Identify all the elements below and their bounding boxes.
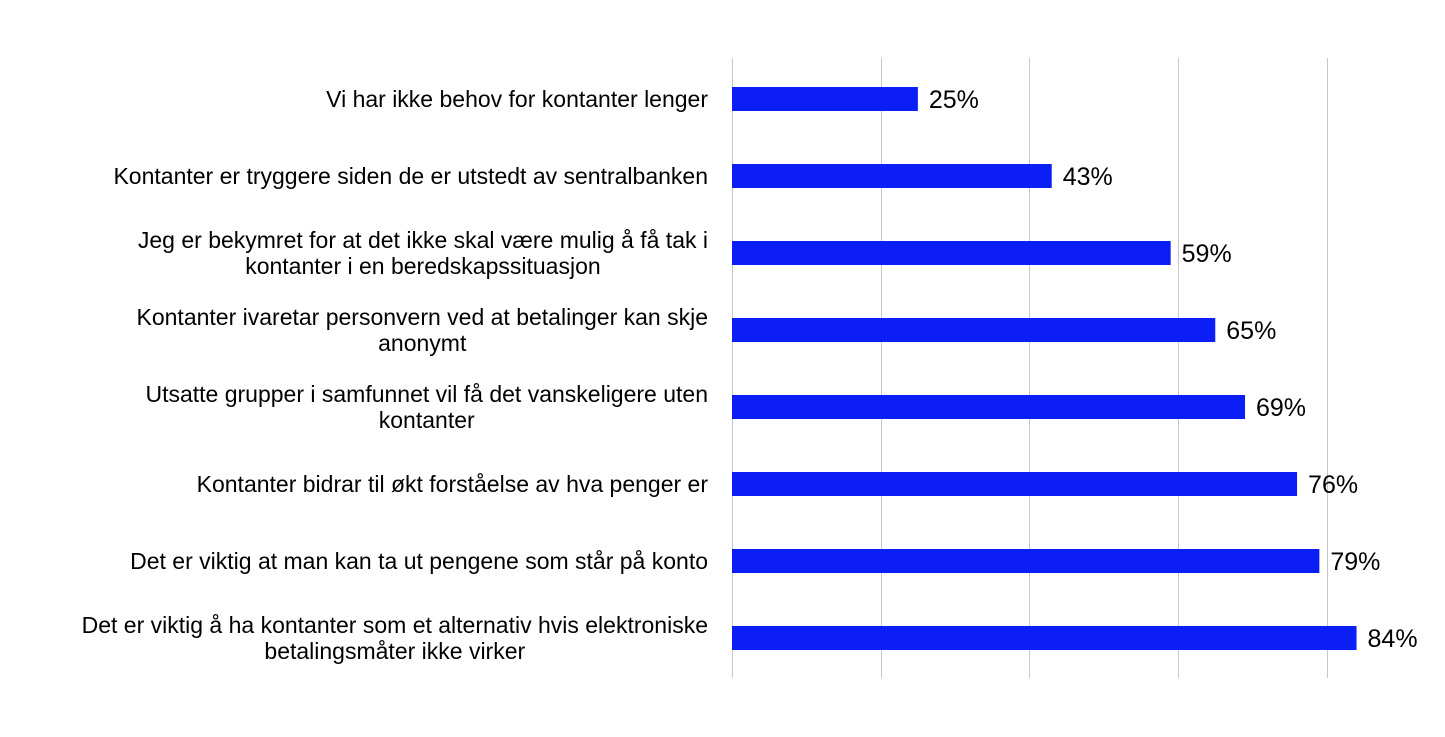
value-label-6: 76% [1308, 471, 1358, 499]
category-label-4: Kontanter ivaretar personvern ved at bet… [137, 304, 709, 356]
category-labels: Vi har ikke behov for kontanter lenger Ko… [82, 86, 709, 664]
bars [732, 87, 1357, 650]
category-label-3: Jeg er bekymret for at det ikke skal vær… [138, 227, 708, 279]
category-label-6: Kontanter bidrar til økt forståelse av h… [197, 471, 709, 497]
category-label-8: Det er viktig å ha kontanter som et alte… [82, 612, 708, 664]
category-label-7: Det er viktig at man kan ta ut pengene s… [130, 548, 708, 574]
category-label-line: Utsatte grupper i samfunnet vil få det v… [145, 381, 708, 407]
bar-1 [732, 87, 918, 111]
value-labels: 25% 43% 59% 65% 69% 76% 79% 84% [929, 86, 1418, 653]
category-label-line: Det er viktig å ha kontanter som et alte… [82, 612, 708, 638]
bar-7 [732, 549, 1320, 573]
category-label-2: Kontanter er tryggere siden de er utsted… [113, 163, 708, 189]
category-label-5: Utsatte grupper i samfunnet vil få det v… [145, 381, 708, 433]
category-label-line: kontanter i en beredskapssituasjon [245, 253, 600, 279]
value-label-1: 25% [929, 86, 979, 114]
bar-8 [732, 626, 1357, 650]
gridlines [732, 58, 1328, 678]
category-label-line: Vi har ikke behov for kontanter lenger [326, 86, 708, 112]
bar-2 [732, 164, 1052, 188]
category-label-line: Kontanter ivaretar personvern ved at bet… [137, 304, 709, 330]
category-label-line: kontanter [379, 407, 475, 433]
category-label-line: Kontanter er tryggere siden de er utsted… [113, 163, 708, 189]
category-label-line: Jeg er bekymret for at det ikke skal vær… [138, 227, 708, 253]
category-label-line: Kontanter bidrar til økt forståelse av h… [197, 471, 709, 497]
value-label-7: 79% [1330, 548, 1380, 576]
category-label-line: Det er viktig at man kan ta ut pengene s… [130, 548, 708, 574]
bar-3 [732, 241, 1171, 265]
value-label-5: 69% [1256, 394, 1306, 422]
category-label-line: anonymt [378, 330, 467, 356]
bar-6 [732, 472, 1298, 496]
value-label-2: 43% [1063, 163, 1113, 191]
category-label-line: betalingsmåter ikke virker [264, 638, 525, 664]
value-label-4: 65% [1226, 317, 1276, 345]
value-label-3: 59% [1182, 240, 1232, 268]
bar-5 [732, 395, 1246, 419]
bar-4 [732, 318, 1216, 342]
value-label-8: 84% [1368, 625, 1418, 653]
category-label-1: Vi har ikke behov for kontanter lenger [326, 86, 708, 112]
